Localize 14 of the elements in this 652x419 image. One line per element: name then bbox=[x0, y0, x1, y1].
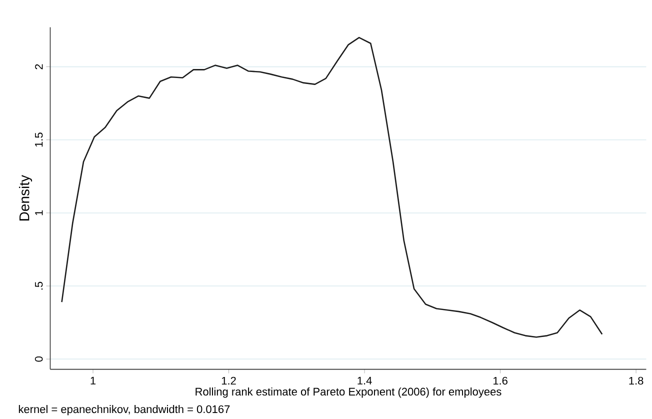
y-tick-label: .5 bbox=[35, 282, 43, 290]
y-tick-label: 1.5 bbox=[35, 132, 43, 147]
x-tick-label: 1.2 bbox=[222, 376, 236, 385]
y-tick-label: 2 bbox=[35, 64, 43, 70]
text: kernel = epanechnikov, bandwidth = 0.0167 bbox=[18, 405, 230, 416]
y-tick-label: 0 bbox=[34, 356, 43, 362]
x-tick-label: 1.8 bbox=[629, 376, 644, 385]
x-axis-title: Rolling rank estimate of Pareto Exponent (2006) for employees bbox=[196, 387, 502, 398]
y-axis-title: Density bbox=[19, 174, 32, 220]
y-tick-label: 1 bbox=[35, 210, 43, 216]
x-tick-label: 1 bbox=[90, 376, 96, 384]
x-tick-label: 1.6 bbox=[493, 376, 508, 385]
x-tick-label: 1.4 bbox=[358, 376, 372, 384]
line-series bbox=[61, 36, 603, 338]
